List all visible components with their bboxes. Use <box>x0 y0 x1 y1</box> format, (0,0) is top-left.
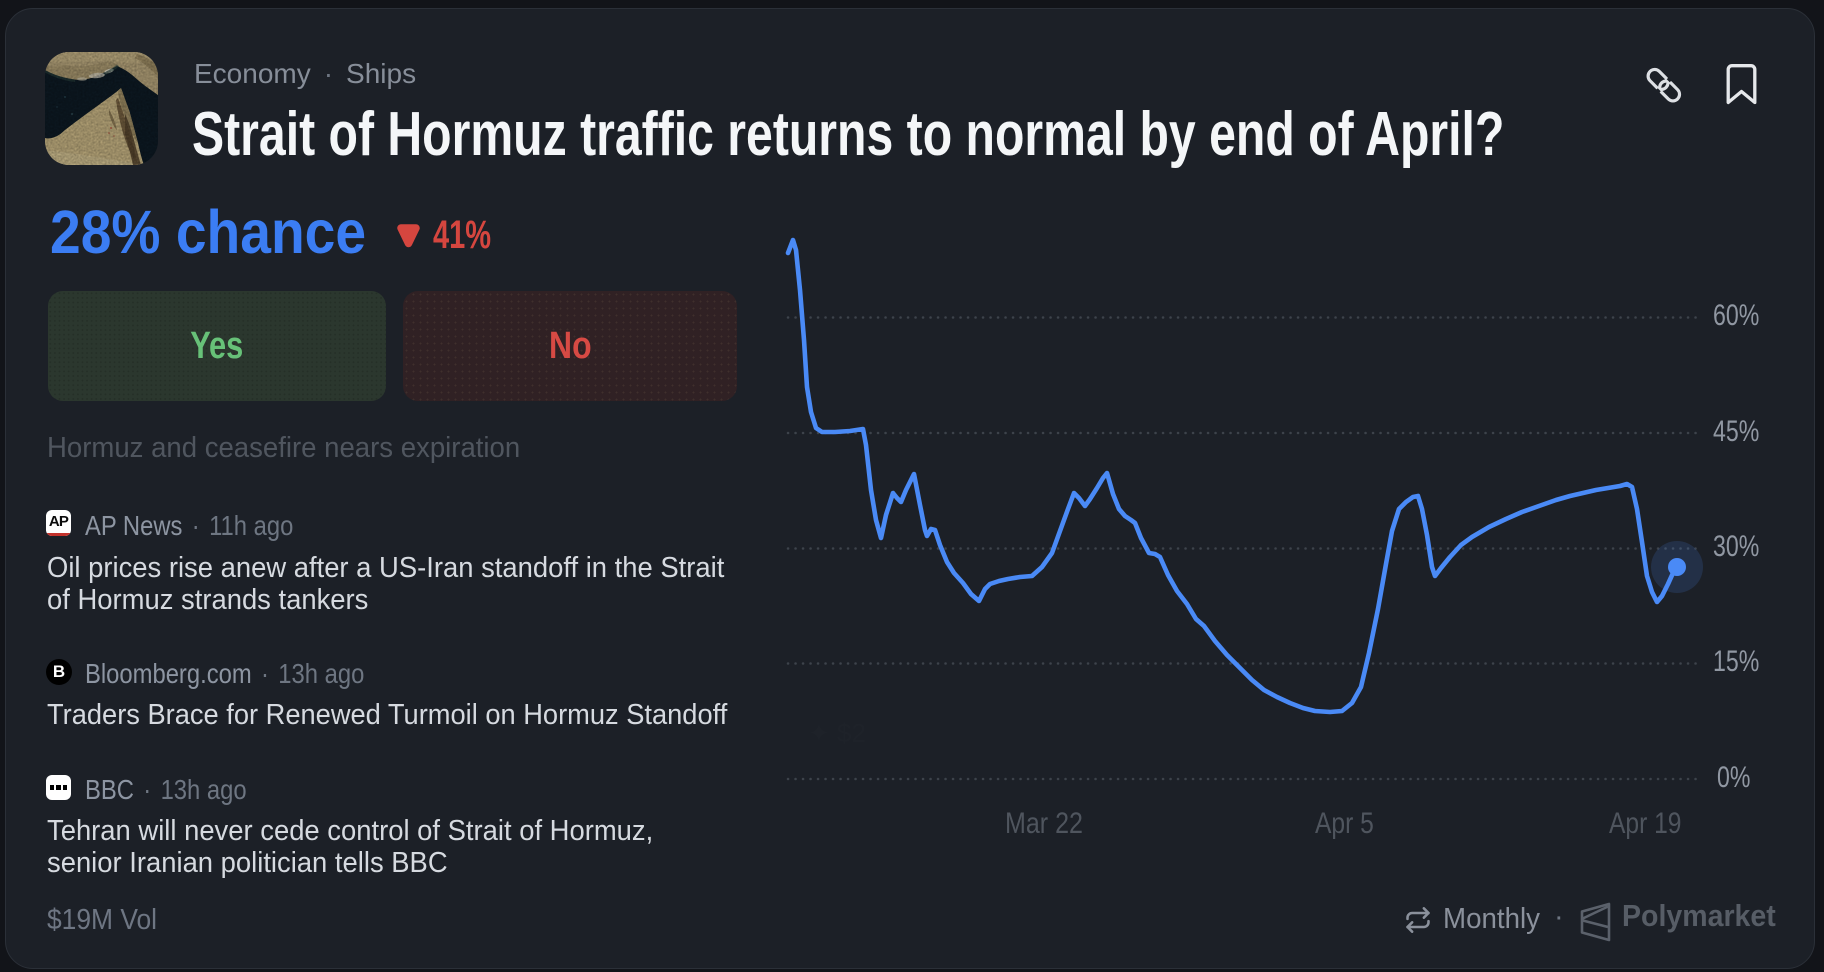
svg-text:✦ $2: ✦ $2 <box>808 718 866 748</box>
